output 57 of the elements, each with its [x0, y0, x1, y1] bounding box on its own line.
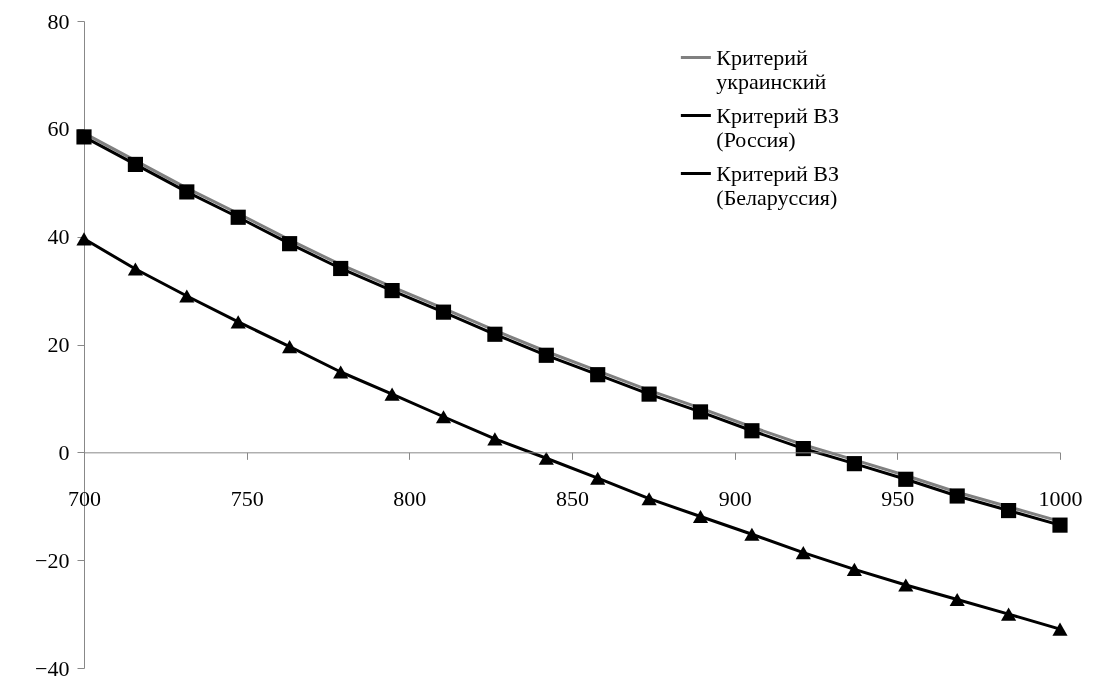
point [590, 471, 606, 485]
point [590, 367, 606, 383]
x-tick-label: 1000 [1038, 485, 1083, 511]
point [127, 262, 143, 276]
y-tick-label: −20 [35, 547, 70, 573]
point [384, 283, 400, 299]
x-tick-label: 700 [68, 485, 101, 511]
y-tick-label: 40 [47, 224, 70, 250]
x-tick-label: 950 [881, 485, 915, 511]
point [744, 423, 760, 439]
x-tick-label: 750 [230, 485, 264, 511]
legend-label: Критерий ВЗ (Россия) [716, 102, 839, 152]
point [949, 592, 965, 607]
point [1001, 607, 1017, 621]
point [692, 509, 709, 524]
y-tick-label: −40 [35, 655, 70, 681]
point [282, 340, 298, 354]
y-tick-label: 20 [47, 332, 70, 357]
point [333, 365, 349, 379]
point [127, 156, 143, 172]
point [230, 315, 246, 329]
point [333, 260, 349, 277]
point [230, 209, 246, 225]
point [76, 232, 92, 246]
point [1052, 517, 1068, 533]
point [435, 304, 452, 320]
point [76, 129, 92, 145]
point [641, 386, 657, 402]
legend-label: Критерий украинский [716, 44, 827, 94]
point [795, 440, 811, 457]
point [384, 387, 400, 401]
legend-label: Критерий ВЗ (Беларуссия) [716, 160, 839, 210]
point [692, 404, 709, 420]
point [538, 451, 554, 465]
point [898, 578, 914, 592]
point [846, 562, 862, 576]
y-tick-label: 0 [58, 439, 70, 465]
point [435, 410, 452, 424]
point [898, 471, 914, 487]
y-tick-label: 60 [47, 116, 70, 142]
point [282, 236, 298, 252]
point [1052, 622, 1068, 636]
x-tick-label: 850 [556, 485, 589, 511]
point [179, 184, 195, 200]
point [487, 432, 503, 446]
x-tick-label: 900 [718, 485, 752, 511]
point [641, 492, 657, 506]
point [487, 326, 503, 342]
point [744, 527, 760, 541]
point [846, 456, 862, 472]
point [1001, 502, 1017, 519]
point [179, 289, 195, 303]
point [795, 546, 811, 560]
point [538, 347, 554, 363]
x-tick-label: 800 [393, 485, 427, 511]
y-tick-label: 80 [47, 8, 70, 34]
point [949, 488, 965, 504]
